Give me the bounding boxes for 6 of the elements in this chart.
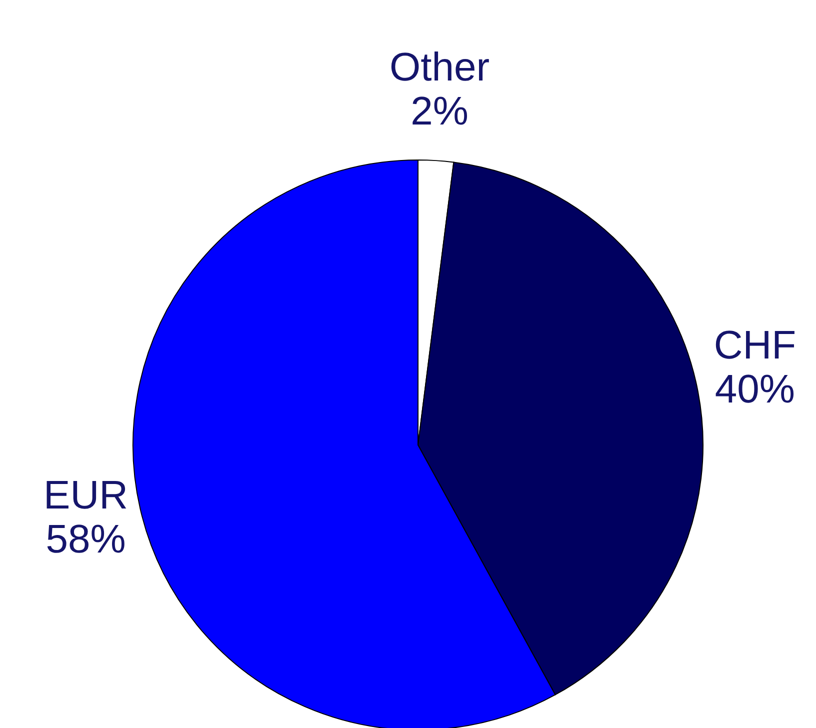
data-label: 2% [410, 90, 468, 134]
slice-label: EUR [44, 473, 128, 518]
slice-label: Other [390, 46, 490, 90]
data-label: 40% [714, 368, 795, 412]
slice-label: CHF [714, 324, 796, 368]
data-label: 58% [46, 517, 126, 562]
